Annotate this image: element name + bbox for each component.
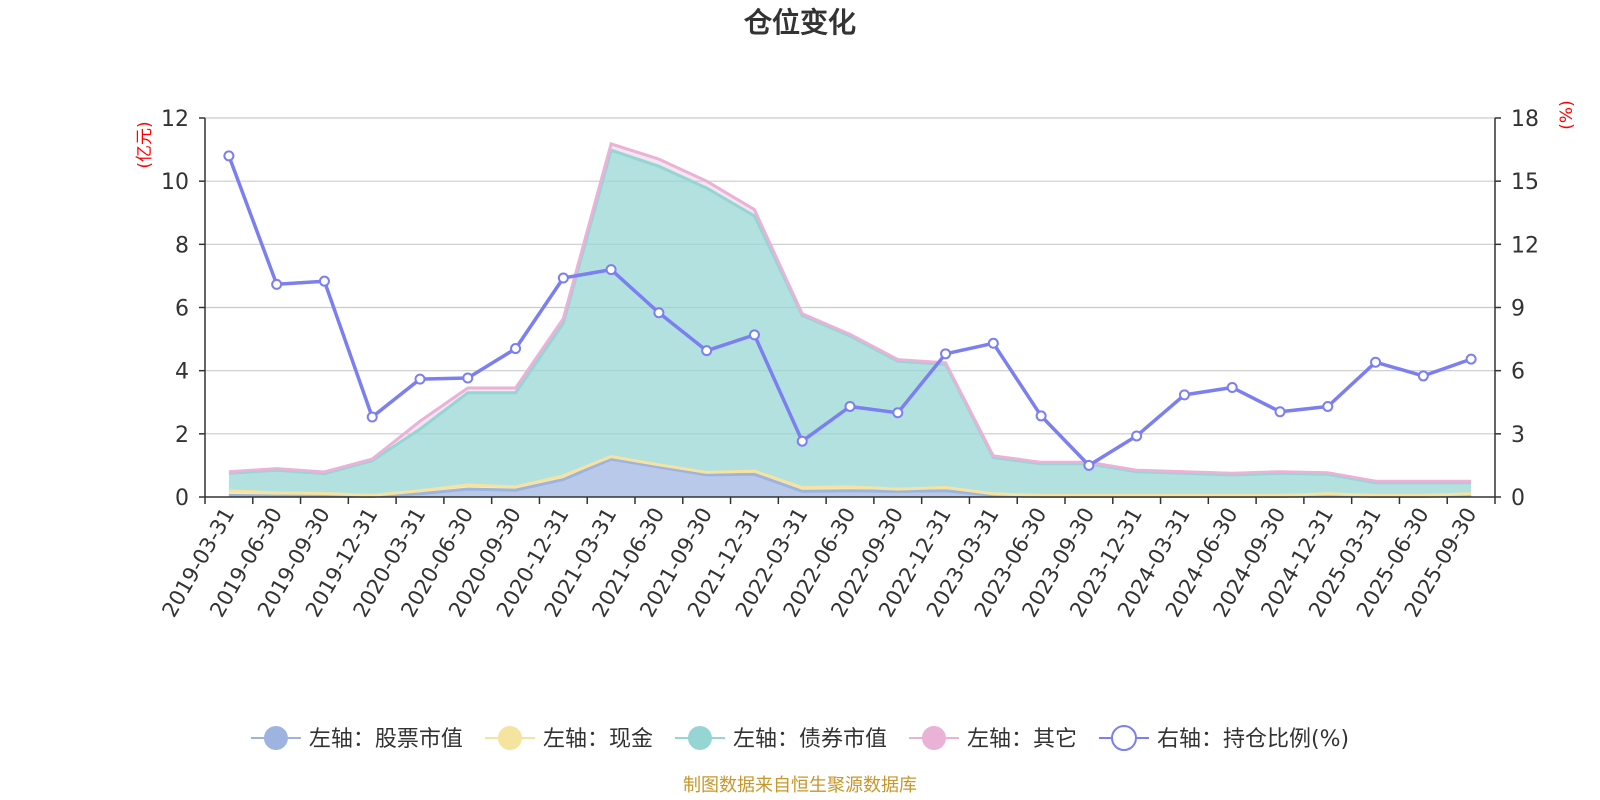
stacked-areas: [228, 141, 1472, 498]
ratio-point: [1178, 389, 1190, 401]
left-tick-label: 6: [175, 297, 189, 322]
ratio-point: [1274, 406, 1286, 418]
ratio-point: [844, 400, 856, 412]
ratio-point: [223, 150, 235, 162]
ratio-point: [940, 348, 952, 360]
ratio-point: [510, 343, 522, 355]
left-tick-label: 12: [161, 107, 189, 132]
legend-item-1: 左轴：现金: [484, 726, 653, 752]
source-note: 制图数据来自恒生聚源数据库: [683, 775, 917, 796]
ratio-point: [748, 329, 760, 341]
ratio-point: [1035, 410, 1047, 422]
area-edge-series-3: [228, 141, 1472, 483]
legend-label: 右轴：持仓比例(%): [1157, 727, 1349, 752]
legend-label: 左轴：股票市值: [309, 727, 463, 752]
grid-lines: [205, 117, 1495, 435]
area-series-2: [228, 150, 1472, 496]
legend-item-3: 左轴：其它: [908, 726, 1077, 752]
left-tick-label: 10: [161, 170, 189, 195]
ratio-point: [318, 275, 330, 287]
ratio-line-layer: [223, 150, 1477, 471]
left-tick-label: 4: [175, 360, 189, 385]
legend-label: 左轴：债券市值: [733, 727, 887, 752]
ratio-point: [605, 264, 617, 276]
legend-circle-icon: [497, 726, 522, 750]
right-tick-label: 3: [1511, 423, 1525, 448]
ratio-point: [1465, 353, 1477, 365]
ratio-point: [1417, 370, 1429, 382]
ratio-point: [701, 345, 713, 357]
legend-circle-icon: [263, 726, 288, 750]
chart-title: 仓位变化: [744, 6, 856, 39]
legend: 左轴：股票市值 左轴：现金 左轴：债券市值 左轴：其它 右轴：持仓比例(%): [250, 725, 1349, 752]
ratio-point: [557, 272, 569, 284]
left-tick-label: 2: [175, 423, 189, 448]
ratio-point: [366, 411, 378, 423]
right-axis-unit: (%): [1557, 100, 1577, 129]
area-series-1: [228, 456, 1472, 497]
left-tick-label: 8: [175, 233, 189, 258]
right-tick-label: 6: [1511, 360, 1525, 385]
legend-hollow-circle-icon: [1110, 725, 1137, 751]
legend-label: 左轴：其它: [967, 727, 1077, 752]
area-edge-series-1: [228, 455, 1472, 497]
legend-item-4: 右轴：持仓比例(%): [1098, 725, 1349, 752]
legend-circle-icon: [687, 726, 712, 750]
ratio-point: [1370, 356, 1382, 368]
left-tick-label: 0: [175, 486, 189, 511]
legend-circle-icon: [921, 726, 946, 750]
ratio-point: [1226, 382, 1238, 394]
legend-item-0: 左轴：股票市值: [250, 726, 463, 752]
legend-item-2: 左轴：债券市值: [674, 726, 887, 752]
ratio-point: [1322, 400, 1334, 412]
ratio-point: [414, 373, 426, 385]
ratio-point: [1131, 430, 1143, 442]
right-tick-label: 12: [1511, 233, 1539, 258]
right-tick-label: 15: [1511, 170, 1539, 195]
left-axis-unit: (亿元): [135, 121, 155, 168]
ratio-point: [1083, 459, 1095, 471]
ratio-point: [987, 337, 999, 349]
right-tick-label: 9: [1511, 297, 1525, 322]
ratio-point: [892, 407, 904, 419]
ratio-point: [796, 435, 808, 447]
right-tick-label: 0: [1511, 486, 1525, 511]
legend-label: 左轴：现金: [543, 727, 653, 752]
ratio-point: [271, 278, 283, 290]
ratio-point: [462, 372, 474, 384]
right-tick-label: 18: [1511, 107, 1539, 132]
area-series-0: [228, 459, 1472, 497]
ratio-point: [653, 307, 665, 319]
